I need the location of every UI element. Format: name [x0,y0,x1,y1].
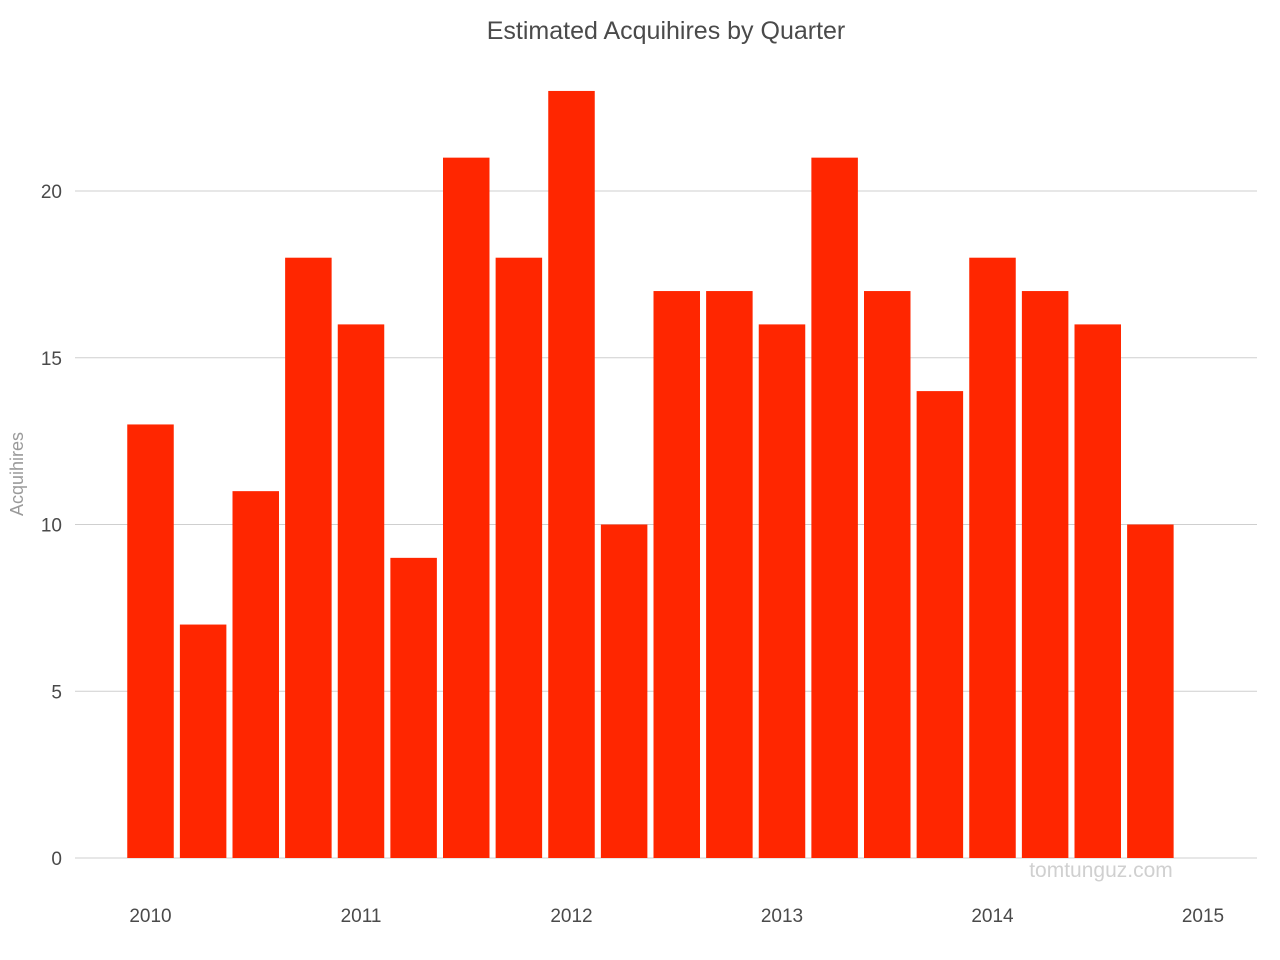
x-tick-label-2010: 2010 [129,906,171,927]
bar-2012-q1 [548,90,595,858]
bar-2012-q3 [653,291,700,858]
bar-2011-q2 [390,557,437,858]
bar-2012-q4 [706,291,753,858]
chart-title: Estimated Acquihires by Quarter [487,17,846,45]
y-tick-label: 15 [41,349,62,370]
y-tick-label: 5 [51,682,62,703]
bar-2014-q4 [1127,524,1174,858]
bar-2010-q4 [285,257,332,858]
bar-2010-q3 [232,491,279,858]
watermark: tomtunguz.com [1029,859,1173,882]
bar-2014-q1 [969,257,1016,858]
y-tick-label: 20 [41,182,62,203]
bar-2012-q2 [600,524,648,858]
bar-2010-q2 [179,624,227,858]
y-tick-label: 10 [41,516,62,537]
bar-2010-q1 [127,424,174,858]
x-tick-label-2015: 2015 [1182,906,1224,927]
bar-2013-q4 [916,391,964,858]
bar-2011-q4 [495,257,543,858]
bar-2013-q2 [811,157,858,858]
bars [127,90,1174,858]
bar-2011-q1 [337,324,385,858]
bar-2011-q3 [443,157,490,858]
y-tick-labels: 0 5 10 15 20 [41,182,62,870]
x-tick-label-2012: 2012 [550,906,592,927]
y-axis-label: Acquihires [7,432,27,516]
bar-2014-q2 [1021,291,1069,858]
x-tick-label-2014: 2014 [971,906,1014,927]
x-tick-labels: 2010 2011 2012 2013 2014 2015 [129,906,1224,927]
bar-2014-q3 [1074,324,1121,858]
x-tick-label-2013: 2013 [761,906,803,927]
y-tick-label: 0 [51,849,62,870]
bar-2013-q1 [758,324,806,858]
bar-2013-q3 [864,291,911,858]
x-tick-label-2011: 2011 [341,906,382,927]
